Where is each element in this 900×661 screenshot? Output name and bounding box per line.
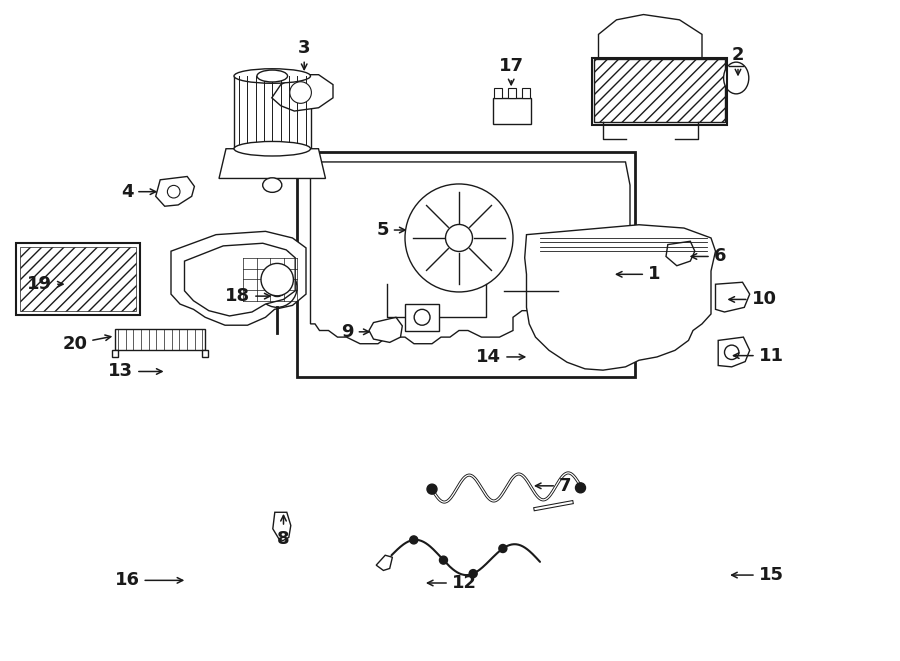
Bar [297,152,634,377]
Bar [115,329,205,350]
Text: 10: 10 [729,290,777,309]
Ellipse shape [257,70,288,82]
Bar [592,58,726,125]
Circle shape [499,545,507,553]
Circle shape [427,484,437,494]
Ellipse shape [234,141,310,156]
Circle shape [446,225,472,251]
Text: 4: 4 [121,182,156,201]
Circle shape [167,185,180,198]
Text: 20: 20 [62,334,111,353]
Polygon shape [716,282,750,312]
Polygon shape [273,512,291,541]
Polygon shape [718,337,750,367]
Polygon shape [156,176,194,206]
Polygon shape [219,149,326,178]
Text: 8: 8 [277,516,290,548]
Bar [112,350,118,357]
Bar [522,88,530,98]
Text: 15: 15 [732,566,784,584]
Circle shape [469,570,477,578]
Polygon shape [310,162,630,344]
Bar [234,76,310,149]
Polygon shape [666,241,695,266]
Text: 5: 5 [376,221,405,239]
Text: 6: 6 [691,247,726,266]
Bar [405,304,439,330]
Bar [16,243,140,315]
Text: 12: 12 [428,574,477,592]
Text: 2: 2 [732,46,744,75]
Bar [20,247,137,311]
Ellipse shape [234,69,310,83]
Text: 19: 19 [27,275,63,293]
Circle shape [410,536,418,544]
Bar [494,88,502,98]
Polygon shape [184,243,295,316]
Text: 7: 7 [536,477,572,495]
Bar [594,59,724,122]
Bar [202,350,208,357]
Text: 18: 18 [225,287,270,305]
Text: 17: 17 [499,57,524,85]
Text: 16: 16 [114,571,183,590]
Text: 1: 1 [616,265,661,284]
Text: 13: 13 [108,362,162,381]
Polygon shape [272,75,333,111]
Circle shape [414,309,430,325]
Circle shape [261,263,293,296]
Circle shape [268,278,286,297]
Circle shape [405,184,513,292]
Circle shape [575,483,586,493]
Text: 9: 9 [341,323,369,341]
Text: 14: 14 [476,348,525,366]
Polygon shape [369,317,402,342]
Ellipse shape [724,62,749,94]
Circle shape [257,268,297,307]
Text: 11: 11 [734,346,784,365]
Circle shape [290,82,311,103]
Ellipse shape [263,178,282,192]
Polygon shape [376,555,392,570]
Circle shape [439,556,447,564]
Polygon shape [525,225,716,370]
Text: 3: 3 [298,38,310,69]
Bar [493,98,531,124]
Bar [508,88,516,98]
Circle shape [724,345,739,360]
Polygon shape [171,231,306,325]
